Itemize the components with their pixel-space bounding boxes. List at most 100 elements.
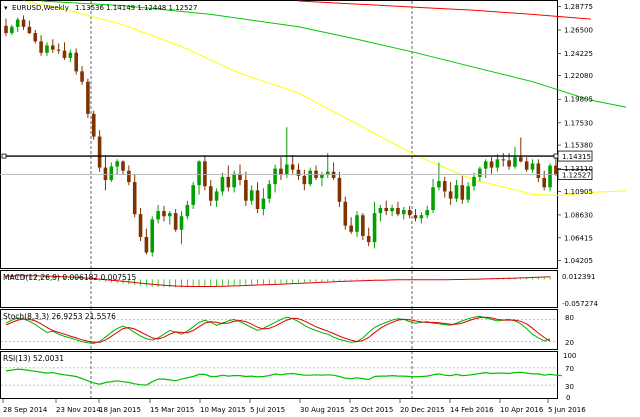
- candle-body: [91, 113, 96, 137]
- candle: [454, 180, 459, 202]
- candle-body: [524, 161, 529, 170]
- stoch-panel[interactable]: [0, 309, 558, 350]
- candle-body: [173, 213, 178, 230]
- candle-body: [548, 165, 552, 188]
- candle: [68, 49, 73, 63]
- candle-body: [4, 25, 8, 34]
- candle: [197, 160, 201, 195]
- candle-body: [244, 180, 248, 201]
- candle-body: [366, 235, 371, 243]
- candle-body: [21, 19, 26, 27]
- candle: [10, 24, 14, 36]
- candle: [419, 212, 424, 224]
- candle: [27, 20, 32, 35]
- candle-body: [97, 136, 102, 168]
- candle: [80, 66, 84, 85]
- candles: [4, 15, 558, 257]
- candle: [384, 200, 389, 216]
- candle-body: [466, 186, 470, 200]
- candle-body: [68, 52, 73, 58]
- candle-body: [74, 52, 78, 72]
- candle-body: [530, 163, 535, 170]
- candle: [214, 188, 219, 207]
- candle-body: [390, 207, 394, 212]
- time-tick-label: 30 Aug 2015: [300, 406, 345, 414]
- price-tick-label: 1.15380: [564, 142, 593, 150]
- rsi-line: [5, 368, 562, 386]
- candle-body: [15, 19, 20, 27]
- candle-body: [372, 213, 377, 243]
- candle: [378, 204, 383, 222]
- candle-body: [179, 216, 184, 230]
- symbol-timeframe: EURUSD,Weekly: [12, 4, 69, 12]
- candle-body: [191, 185, 195, 205]
- candle: [448, 182, 453, 205]
- price-tick-label: 1.22080: [564, 72, 593, 80]
- candle: [396, 201, 400, 217]
- stoch-series: [1, 315, 557, 344]
- candle: [495, 154, 500, 172]
- price-panel[interactable]: [0, 0, 558, 269]
- candle-body: [407, 210, 412, 216]
- candle-body: [361, 215, 365, 236]
- candle-body: [425, 210, 429, 216]
- candle: [290, 155, 295, 174]
- candle-body: [402, 210, 406, 215]
- candle-body: [483, 161, 488, 169]
- ohlc-values: 1.13536 1.14149 1.12448 1.12527: [75, 4, 197, 12]
- candle-body: [109, 166, 114, 181]
- candle: [437, 162, 441, 191]
- candle: [337, 171, 342, 207]
- candle-body: [554, 165, 558, 175]
- candle-body: [156, 211, 160, 220]
- candle: [554, 157, 558, 176]
- rsi-level-100: 100: [563, 352, 576, 360]
- macd-panel[interactable]: [0, 270, 558, 308]
- time-tick-label: 5 Jun 2016: [548, 406, 586, 414]
- candle: [425, 205, 429, 219]
- rsi-level-0: 0: [566, 394, 570, 402]
- candle: [191, 182, 195, 210]
- candle: [4, 18, 8, 37]
- candle-body: [39, 41, 43, 53]
- time-tick-label: 28 Sep 2014: [3, 406, 48, 414]
- candle-body: [197, 161, 201, 186]
- candle: [97, 130, 102, 172]
- candle-body: [437, 181, 441, 188]
- candle: [524, 157, 529, 172]
- candle: [302, 169, 307, 191]
- resistance-line-handle-left: [1, 153, 7, 159]
- resistance-line-handle-right: [553, 153, 559, 159]
- candle-body: [255, 190, 260, 210]
- candle: [173, 209, 178, 232]
- candle-body: [51, 45, 55, 50]
- candle: [267, 180, 272, 203]
- candle: [402, 206, 406, 220]
- candle: [320, 171, 324, 187]
- candle-body: [121, 161, 125, 171]
- candle: [325, 153, 330, 178]
- candle: [103, 155, 108, 191]
- candle: [203, 156, 207, 191]
- candle: [472, 172, 476, 191]
- candle-body: [62, 50, 67, 58]
- candle: [442, 176, 447, 198]
- price-tick-label: 1.10905: [564, 188, 593, 196]
- candle-body: [290, 164, 295, 170]
- candle: [489, 157, 494, 174]
- candle-body: [138, 214, 143, 237]
- candle: [208, 180, 213, 206]
- candle: [74, 48, 78, 75]
- candle: [45, 42, 49, 56]
- candle: [279, 157, 283, 181]
- candle: [109, 162, 114, 183]
- candle-body: [185, 204, 190, 217]
- candle: [390, 204, 394, 217]
- candle-body: [384, 207, 389, 212]
- resistance-label: 1.14315: [562, 153, 591, 161]
- candle-body: [460, 185, 465, 200]
- candle-body: [285, 164, 289, 175]
- candle-body: [273, 168, 277, 185]
- horizontal-lines: 1.14315 1.12527: [0, 150, 593, 180]
